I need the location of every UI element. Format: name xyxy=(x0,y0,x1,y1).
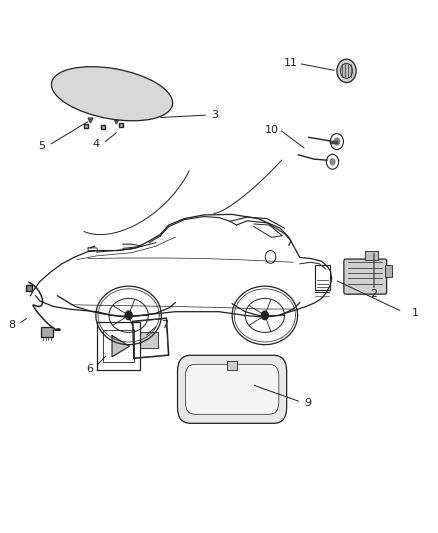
Text: 8: 8 xyxy=(8,320,15,330)
Text: 9: 9 xyxy=(304,398,311,408)
Circle shape xyxy=(333,138,340,146)
Text: 11: 11 xyxy=(284,59,298,68)
Circle shape xyxy=(125,311,132,320)
Bar xyxy=(365,251,378,260)
FancyBboxPatch shape xyxy=(185,365,279,414)
FancyBboxPatch shape xyxy=(177,356,287,423)
Text: 10: 10 xyxy=(265,125,279,135)
Polygon shape xyxy=(112,336,130,357)
Text: 3: 3 xyxy=(211,110,218,120)
Text: 7: 7 xyxy=(161,320,169,330)
Bar xyxy=(141,332,158,348)
Circle shape xyxy=(329,158,336,165)
Circle shape xyxy=(340,63,353,78)
Text: 5: 5 xyxy=(38,141,45,151)
Polygon shape xyxy=(123,244,143,248)
Text: 1: 1 xyxy=(412,308,419,318)
Text: 2: 2 xyxy=(371,289,378,299)
Ellipse shape xyxy=(51,67,173,121)
Bar xyxy=(41,327,53,337)
Circle shape xyxy=(261,311,268,320)
Circle shape xyxy=(337,59,356,83)
Bar xyxy=(315,265,330,290)
Text: 6: 6 xyxy=(86,364,93,374)
Bar xyxy=(385,265,392,277)
Bar xyxy=(103,330,134,362)
Text: 4: 4 xyxy=(92,139,99,149)
Bar xyxy=(81,88,106,102)
Bar xyxy=(227,361,237,370)
Bar xyxy=(119,88,143,102)
FancyBboxPatch shape xyxy=(344,259,387,294)
